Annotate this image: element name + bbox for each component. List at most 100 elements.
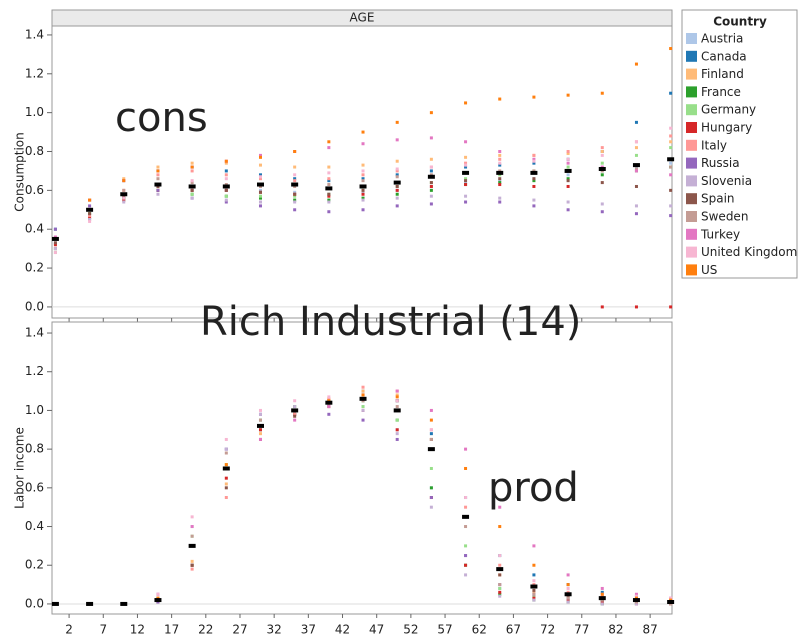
point — [464, 183, 468, 187]
point — [224, 177, 228, 181]
point — [532, 588, 536, 592]
point — [634, 204, 638, 208]
mean-point — [222, 184, 230, 189]
point — [464, 194, 468, 198]
point — [361, 393, 365, 397]
point — [190, 196, 194, 200]
point — [464, 505, 468, 509]
point — [190, 181, 194, 185]
mean-point — [86, 207, 94, 212]
mean-point — [632, 598, 640, 603]
point — [464, 155, 468, 159]
point — [258, 428, 262, 432]
point — [566, 208, 570, 212]
point — [532, 590, 536, 594]
point — [566, 165, 570, 169]
y-tick-label: 0.6 — [25, 183, 44, 197]
point — [361, 208, 365, 212]
point — [429, 486, 433, 490]
x-tick-label: 77 — [574, 623, 589, 637]
y-tick-label: 0.4 — [25, 222, 44, 236]
y-tick-label: 1.4 — [25, 326, 44, 340]
point — [122, 177, 126, 181]
point — [156, 169, 160, 173]
point — [361, 408, 365, 412]
mean-point — [667, 157, 675, 162]
x-tick-label: 42 — [335, 623, 350, 637]
point — [395, 173, 399, 177]
point — [600, 590, 604, 594]
point — [258, 163, 262, 167]
point — [464, 179, 468, 183]
point — [53, 243, 57, 247]
y-tick-label: 0.8 — [25, 144, 44, 158]
point — [327, 405, 331, 409]
mean-point — [291, 408, 299, 413]
y-tick-label: 1.0 — [25, 403, 44, 417]
point — [634, 167, 638, 171]
point — [566, 184, 570, 188]
point — [258, 412, 262, 416]
point — [498, 150, 502, 154]
point — [429, 418, 433, 422]
point — [190, 559, 194, 563]
y-tick-label: 0.4 — [25, 519, 44, 533]
point — [224, 463, 228, 467]
point — [361, 130, 365, 134]
legend-title: Country — [713, 15, 767, 29]
point — [498, 157, 502, 161]
point — [361, 163, 365, 167]
point — [669, 214, 673, 218]
point — [395, 169, 399, 173]
point — [327, 198, 331, 202]
mean-point — [222, 466, 230, 471]
point — [532, 161, 536, 165]
point — [361, 169, 365, 173]
x-tick-label: 2 — [65, 623, 73, 637]
point — [669, 126, 673, 130]
point — [464, 140, 468, 144]
point — [293, 192, 297, 196]
point — [258, 418, 262, 422]
point — [600, 91, 604, 95]
point — [566, 177, 570, 181]
mean-point — [256, 423, 264, 428]
point — [258, 175, 262, 179]
point — [566, 200, 570, 204]
legend-label: US — [701, 263, 717, 277]
point — [498, 181, 502, 185]
legend-label: Canada — [701, 49, 747, 63]
point — [464, 165, 468, 169]
point — [88, 218, 92, 222]
point — [293, 177, 297, 181]
point — [395, 428, 399, 432]
point — [669, 204, 673, 208]
x-tick-label: 82 — [608, 623, 623, 637]
point — [395, 138, 399, 142]
point — [327, 179, 331, 183]
point — [498, 525, 502, 529]
point — [88, 204, 92, 208]
point — [566, 93, 570, 97]
point — [190, 161, 194, 165]
point — [361, 198, 365, 202]
point — [395, 192, 399, 196]
mean-point — [393, 180, 401, 185]
point — [395, 175, 399, 179]
point — [156, 165, 160, 169]
point — [464, 163, 468, 167]
point — [566, 600, 570, 604]
point — [122, 179, 126, 183]
point — [293, 150, 297, 154]
legend-swatch — [686, 86, 697, 98]
point — [224, 476, 228, 480]
point — [293, 418, 297, 422]
point — [429, 505, 433, 509]
point — [224, 173, 228, 177]
point — [224, 188, 228, 192]
point — [258, 196, 262, 200]
legend-label: France — [701, 85, 741, 99]
x-tick-label: 37 — [301, 623, 316, 637]
point — [498, 183, 502, 187]
point — [532, 573, 536, 577]
